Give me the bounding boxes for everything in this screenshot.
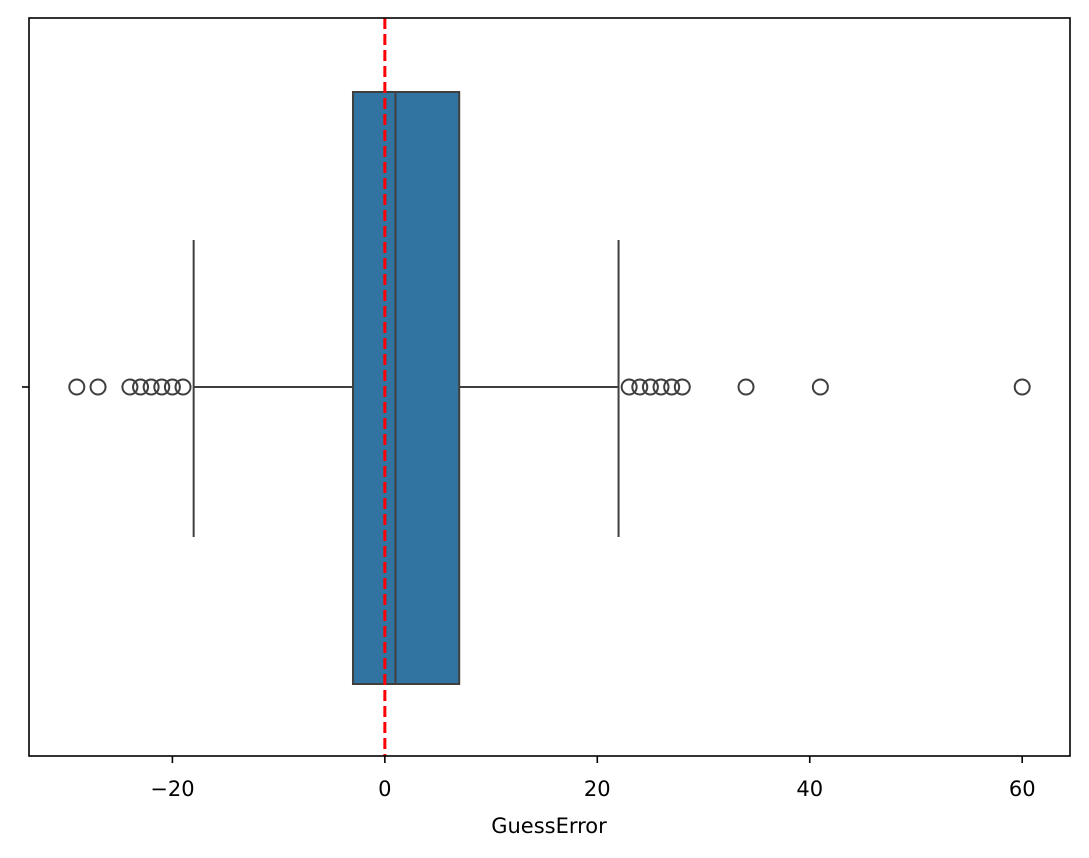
outlier-point [1013, 378, 1031, 396]
outlier-point [89, 378, 107, 396]
x-tick-label: 60 [1009, 777, 1036, 801]
iqr-box [351, 91, 461, 685]
outlier-point [68, 378, 86, 396]
outlier-point [631, 378, 649, 396]
outlier-point [132, 378, 150, 396]
outlier-point [663, 378, 681, 396]
outlier-point [163, 378, 181, 396]
x-tick-label: 0 [378, 777, 391, 801]
x-axis-label: GuessError [491, 814, 607, 838]
x-tick-label: −20 [150, 777, 194, 801]
outlier-point [811, 378, 829, 396]
x-tick-label: 20 [584, 777, 611, 801]
outlier-point [673, 378, 691, 396]
outlier-point [174, 378, 192, 396]
outlier-point [153, 378, 171, 396]
outlier-point [620, 378, 638, 396]
outlier-point [737, 378, 755, 396]
outlier-point [652, 378, 670, 396]
outlier-point [641, 378, 659, 396]
x-tick-label: 40 [796, 777, 823, 801]
outlier-point [142, 378, 160, 396]
outlier-point [121, 378, 139, 396]
